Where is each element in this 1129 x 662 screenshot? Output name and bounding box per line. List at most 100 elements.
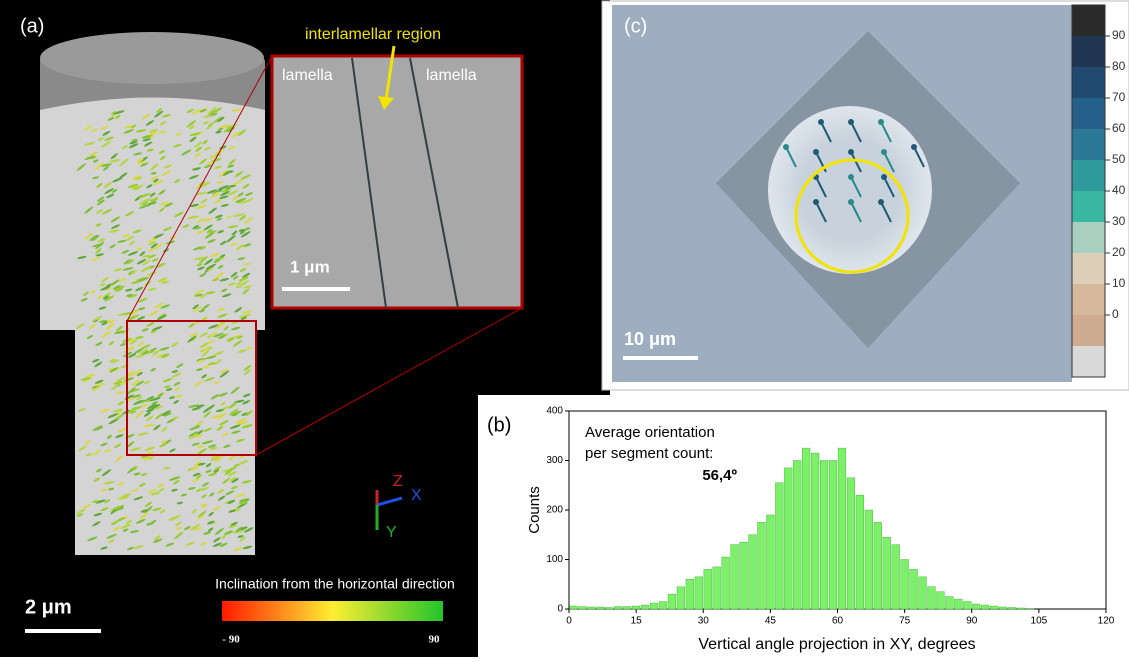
bar bbox=[686, 579, 694, 609]
colorbar-label: 0 bbox=[1112, 307, 1119, 321]
bar bbox=[767, 515, 775, 609]
annotation: per segment count: bbox=[585, 445, 713, 462]
x-tick-label: 75 bbox=[899, 616, 911, 627]
y-tick-label: 100 bbox=[546, 554, 563, 565]
bar bbox=[677, 587, 685, 609]
bar bbox=[901, 560, 909, 610]
bar bbox=[811, 453, 819, 609]
bar bbox=[588, 607, 596, 609]
inset-title: interlamellar region bbox=[305, 26, 441, 43]
colorbar-label: 30 bbox=[1112, 214, 1126, 228]
colorbar-segment bbox=[1072, 315, 1105, 346]
bar bbox=[704, 569, 712, 609]
bar bbox=[802, 448, 810, 609]
arrow-head bbox=[881, 174, 887, 180]
colorbar-segment bbox=[1072, 5, 1105, 36]
bar bbox=[990, 606, 998, 609]
bar bbox=[614, 607, 622, 609]
scale-bar bbox=[25, 629, 101, 633]
arrow-head bbox=[813, 149, 819, 155]
x-tick-label: 90 bbox=[966, 616, 978, 627]
bar bbox=[820, 461, 828, 610]
bar bbox=[856, 495, 864, 609]
sample-blob bbox=[768, 106, 932, 274]
colorbar-segment bbox=[1072, 253, 1105, 284]
bar bbox=[963, 602, 971, 609]
bar bbox=[632, 606, 640, 609]
arrow-head bbox=[813, 199, 819, 205]
colorbar-label: 90 bbox=[1112, 28, 1126, 42]
arrow-head bbox=[783, 144, 789, 150]
y-tick-label: 200 bbox=[546, 505, 563, 516]
bar bbox=[605, 608, 613, 609]
panel-label: (b) bbox=[487, 414, 511, 436]
colorbar-segment bbox=[1072, 222, 1105, 253]
x-tick-label: 0 bbox=[566, 616, 572, 627]
bar bbox=[793, 461, 801, 610]
scale-label: 1 μm bbox=[290, 257, 330, 276]
arrow-head bbox=[848, 199, 854, 205]
x-tick-label: 60 bbox=[832, 616, 844, 627]
inset-label: lamella bbox=[282, 67, 333, 84]
x-tick-label: 120 bbox=[1098, 616, 1115, 627]
colorbar-segment bbox=[1072, 284, 1105, 315]
bar bbox=[999, 607, 1007, 609]
bar bbox=[892, 545, 900, 609]
bar bbox=[838, 448, 846, 609]
y-tick-label: 400 bbox=[546, 406, 563, 417]
bar bbox=[981, 605, 989, 609]
bar bbox=[668, 594, 676, 609]
bar bbox=[731, 545, 739, 609]
bar bbox=[937, 592, 945, 609]
bar bbox=[954, 599, 962, 609]
annotation: 56,4º bbox=[702, 467, 737, 484]
bar bbox=[775, 483, 783, 609]
axis-name: X bbox=[411, 487, 422, 504]
arrow-head bbox=[878, 119, 884, 125]
colorbar-label: 70 bbox=[1112, 90, 1126, 104]
colorbar-segment bbox=[1072, 129, 1105, 160]
colorbar-title: Inclination from the horizontal directio… bbox=[215, 576, 455, 592]
bar bbox=[749, 535, 757, 609]
bar bbox=[784, 468, 792, 609]
arrow-head bbox=[848, 119, 854, 125]
bar bbox=[946, 597, 954, 609]
axis-name: Z bbox=[393, 473, 403, 490]
colorbar-segment bbox=[1072, 98, 1105, 129]
bar bbox=[1008, 608, 1016, 609]
bar bbox=[579, 607, 587, 609]
colorbar-label: 80 bbox=[1112, 59, 1126, 73]
inset-label: lamella bbox=[426, 67, 477, 84]
figure: (a) interlamellar region lamella lamella… bbox=[0, 0, 1129, 657]
bar bbox=[740, 542, 748, 609]
y-axis-label: Counts bbox=[526, 486, 543, 534]
bar bbox=[758, 522, 766, 609]
colorbar-segment bbox=[1072, 191, 1105, 222]
scale-label: 10 μm bbox=[624, 329, 676, 349]
bar bbox=[596, 607, 604, 609]
bar bbox=[659, 602, 667, 609]
colorbar-label: 50 bbox=[1112, 152, 1126, 166]
bar bbox=[650, 603, 658, 609]
bar bbox=[972, 604, 980, 609]
scale-bar bbox=[623, 356, 698, 360]
y-tick-label: 300 bbox=[546, 455, 563, 466]
colorbar-segment bbox=[1072, 160, 1105, 191]
colorbar bbox=[222, 601, 443, 621]
panel-label: (c) bbox=[624, 15, 647, 37]
colorbar-segment bbox=[1072, 67, 1105, 98]
arrow-head bbox=[881, 149, 887, 155]
arrow-head bbox=[848, 149, 854, 155]
x-tick-label: 45 bbox=[765, 616, 777, 627]
bar bbox=[570, 606, 578, 609]
bar bbox=[847, 478, 855, 609]
y-tick-label: 0 bbox=[557, 604, 563, 615]
colorbar-segment bbox=[1072, 346, 1105, 377]
colorbar-label: 10 bbox=[1112, 276, 1126, 290]
scale-bar bbox=[282, 287, 350, 291]
bar bbox=[829, 461, 837, 610]
x-tick-label: 15 bbox=[631, 616, 643, 627]
x-tick-label: 105 bbox=[1031, 616, 1048, 627]
bar bbox=[883, 537, 891, 609]
arrow-head bbox=[911, 144, 917, 150]
